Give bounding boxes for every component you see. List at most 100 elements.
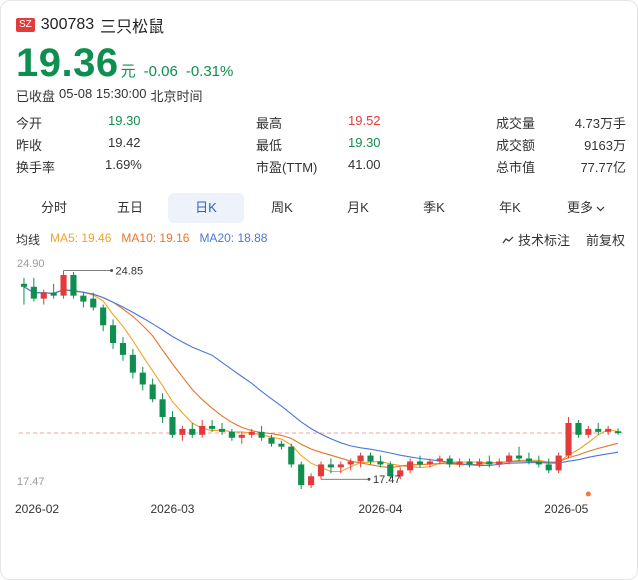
technical-annotation-label: 技术标注 [517, 233, 570, 248]
candle-body [90, 298, 97, 308]
candle [100, 304, 107, 332]
candle [189, 422, 196, 438]
ma20-value: MA20: 18.88 [199, 231, 268, 245]
stat-label: 市盈(TTM) [256, 160, 318, 175]
candle [575, 420, 582, 438]
stock-code: 300783 [40, 16, 95, 33]
x-tick-label: 2026-02 [15, 502, 59, 516]
stock-name: 三只松鼠 [100, 19, 165, 36]
candle-body [337, 464, 344, 468]
candle [614, 428, 622, 435]
stat-value: 19.52 [348, 113, 381, 128]
candle [407, 458, 414, 474]
stat-value: 1.69% [105, 157, 142, 172]
tab-yearly-k[interactable]: 年K [499, 200, 521, 215]
candle [278, 440, 285, 450]
min-marker-dot [367, 477, 371, 481]
adjust-mode-button[interactable]: 前复权 [585, 233, 625, 248]
stat-label: 换手率 [16, 160, 56, 175]
stats-row: 换手率 1.69% 市盈(TTM) 41.00 总市值 77.77亿 [16, 157, 626, 179]
candle-body [347, 461, 354, 465]
candle [119, 337, 127, 361]
candle [50, 283, 57, 299]
candle [288, 443, 295, 468]
candle-body [30, 286, 37, 299]
tab-quarterly-k[interactable]: 季K [423, 200, 445, 215]
stat-label: 昨收 [16, 138, 43, 153]
tab-intraday[interactable]: 分时 [40, 200, 67, 215]
candle-body [575, 422, 582, 435]
market-badge: SZ [16, 18, 35, 32]
candle [129, 348, 136, 379]
candle-body [367, 455, 374, 462]
stat-label: 成交量 [496, 116, 536, 131]
candle [169, 411, 176, 438]
candle [486, 455, 493, 468]
stat-value: 19.30 [108, 113, 141, 128]
candle-body [100, 307, 107, 326]
candle [565, 417, 572, 459]
price-change-pct: -0.31% [185, 63, 234, 80]
candle [30, 277, 37, 302]
candle-body [159, 399, 166, 418]
candle [268, 434, 275, 447]
candle-body [545, 464, 552, 471]
stat-label: 成交额 [496, 138, 536, 153]
status-datetime: 05-08 15:30:00 [59, 86, 147, 101]
candle-body [555, 455, 562, 471]
candle [248, 428, 255, 438]
candle [327, 458, 334, 474]
candle-body [258, 431, 265, 438]
price-row: 19.36 元 -0.06 -0.31% [16, 41, 239, 86]
candle [179, 425, 186, 441]
candle [109, 319, 117, 349]
period-tabs: 分时 五日 日K 周K 月K 季K 年K 更多 [16, 193, 628, 223]
candle [238, 431, 245, 444]
candle [545, 458, 552, 474]
tab-monthly-k[interactable]: 月K [347, 200, 369, 215]
candle-body [238, 434, 245, 438]
candle-body [248, 431, 255, 435]
candle [357, 452, 364, 468]
y-tick-label: 24.90 [17, 258, 45, 270]
candle-body [209, 425, 216, 429]
candle [298, 461, 305, 489]
stat-pe: 市盈(TTM) 41.00 [256, 157, 496, 179]
candle-body [169, 417, 176, 435]
stat-prev-close: 昨收 19.42 [16, 135, 256, 157]
candle-body [416, 461, 424, 465]
tab-daily-k[interactable]: 日K [168, 193, 244, 223]
candle-body [228, 431, 235, 438]
candle [70, 271, 77, 299]
candle-body [317, 464, 325, 477]
stat-label: 最低 [256, 138, 283, 153]
candle [555, 452, 562, 474]
candle [535, 455, 542, 468]
stats-row: 昨收 19.42 最低 19.30 成交额 9163万 [16, 135, 626, 157]
tab-five-day[interactable]: 五日 [116, 200, 143, 215]
stat-high: 最高 19.52 [256, 113, 496, 135]
stat-label: 最高 [256, 116, 283, 131]
stat-label: 总市值 [496, 160, 536, 175]
candle [139, 366, 146, 391]
technical-annotation-toggle[interactable]: 技术标注 [502, 230, 570, 249]
candle-body [565, 422, 572, 456]
candle-body [80, 295, 87, 302]
price-change: -0.06 [143, 63, 178, 80]
stat-turnover-rate: 换手率 1.69% [16, 157, 256, 179]
candle-body [357, 455, 364, 462]
candle-body [535, 461, 542, 465]
candle-body [40, 292, 47, 299]
candle [60, 270, 67, 299]
candle-body [407, 461, 414, 471]
candle-body [466, 461, 473, 465]
candle-body [119, 343, 127, 355]
candle-body [268, 437, 275, 444]
candlestick-chart[interactable]: 24.90 17.47 2026-02 2026-03 2026-04 2026-05 24… [1, 251, 637, 580]
market-status: 已收盘 05-08 15:30:00 北京时间 [16, 86, 203, 105]
tab-weekly-k[interactable]: 周K [271, 200, 293, 215]
candle [159, 393, 166, 423]
candle [456, 458, 463, 468]
tab-more[interactable]: 更多 [548, 193, 624, 223]
candle [426, 458, 433, 468]
